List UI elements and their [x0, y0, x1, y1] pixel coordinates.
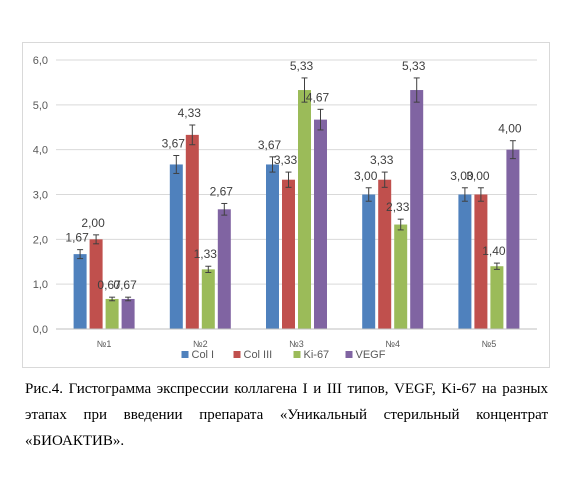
data-label: 3,33: [370, 153, 394, 167]
x-tick-label: №3: [289, 339, 304, 349]
data-label: 2,67: [210, 184, 234, 198]
y-tick-label: 5,0: [33, 100, 48, 112]
data-label: 3,00: [466, 169, 490, 183]
bar: [185, 134, 199, 329]
data-label: 0,67: [113, 278, 137, 292]
x-tick-label: №4: [385, 339, 400, 349]
data-label: 1,33: [194, 247, 218, 261]
data-label: 3,00: [354, 169, 378, 183]
data-label: 5,33: [290, 59, 314, 73]
data-label: 4,67: [306, 90, 330, 104]
bar: [410, 90, 424, 329]
data-label: 0,67: [97, 278, 121, 292]
bar: [201, 269, 215, 329]
y-tick-label: 6,0: [33, 55, 48, 67]
bar-chart: 0,0 1,0 2,0 3,0 4,0 5,0 6,0 1,672,00 0,670,67 №1 3…: [33, 55, 537, 361]
legend-label: Col I: [192, 349, 215, 361]
y-tick-label: 0,0: [33, 324, 48, 336]
bar: [89, 239, 103, 329]
bar: [121, 298, 135, 329]
data-label: 3,67: [258, 138, 282, 152]
bar: [474, 194, 488, 329]
bar: [282, 179, 295, 329]
figure-caption: Рис.4. Гистограмма экспрессии коллагена …: [25, 381, 549, 449]
bar: [298, 90, 311, 329]
legend-label: Col III: [244, 349, 273, 361]
y-tick-label: 2,0: [33, 234, 48, 246]
legend-swatch: [345, 351, 353, 358]
data-label: 1,40: [482, 244, 506, 258]
data-label: 3,67: [162, 136, 186, 150]
x-tick-label: №2: [193, 339, 208, 349]
bar: [266, 164, 279, 329]
bar: [105, 298, 119, 329]
data-label: 3,00: [450, 169, 474, 183]
bar: [378, 179, 392, 329]
legend-swatch: [181, 351, 189, 358]
data-label: 4,00: [498, 122, 522, 136]
data-label: 4,33: [178, 106, 202, 120]
data-label: 2,00: [81, 216, 105, 230]
data-label: 1,67: [65, 231, 89, 245]
y-tick-label: 1,0: [33, 279, 48, 291]
data-label: 3,33: [274, 153, 298, 167]
legend-swatch: [233, 351, 241, 358]
bar: [506, 149, 520, 329]
y-tick-label: 4,0: [33, 145, 48, 157]
legend-label: VEGF: [356, 349, 386, 361]
legend-label: Ki-67: [304, 349, 330, 361]
bar: [458, 194, 472, 329]
bar: [362, 194, 376, 329]
legend-swatch: [293, 351, 301, 358]
bar: [169, 164, 183, 329]
data-label: 5,33: [402, 59, 426, 73]
x-tick-label: №1: [97, 339, 112, 349]
bar: [217, 209, 231, 329]
x-tick-label: №5: [482, 339, 497, 349]
bar: [394, 224, 408, 329]
data-label: 2,33: [386, 200, 410, 214]
y-tick-label: 3,0: [33, 190, 48, 202]
bar: [490, 266, 504, 329]
bar: [314, 119, 327, 330]
bar: [73, 254, 87, 329]
